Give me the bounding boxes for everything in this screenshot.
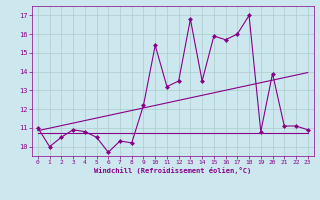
X-axis label: Windchill (Refroidissement éolien,°C): Windchill (Refroidissement éolien,°C) bbox=[94, 167, 252, 174]
